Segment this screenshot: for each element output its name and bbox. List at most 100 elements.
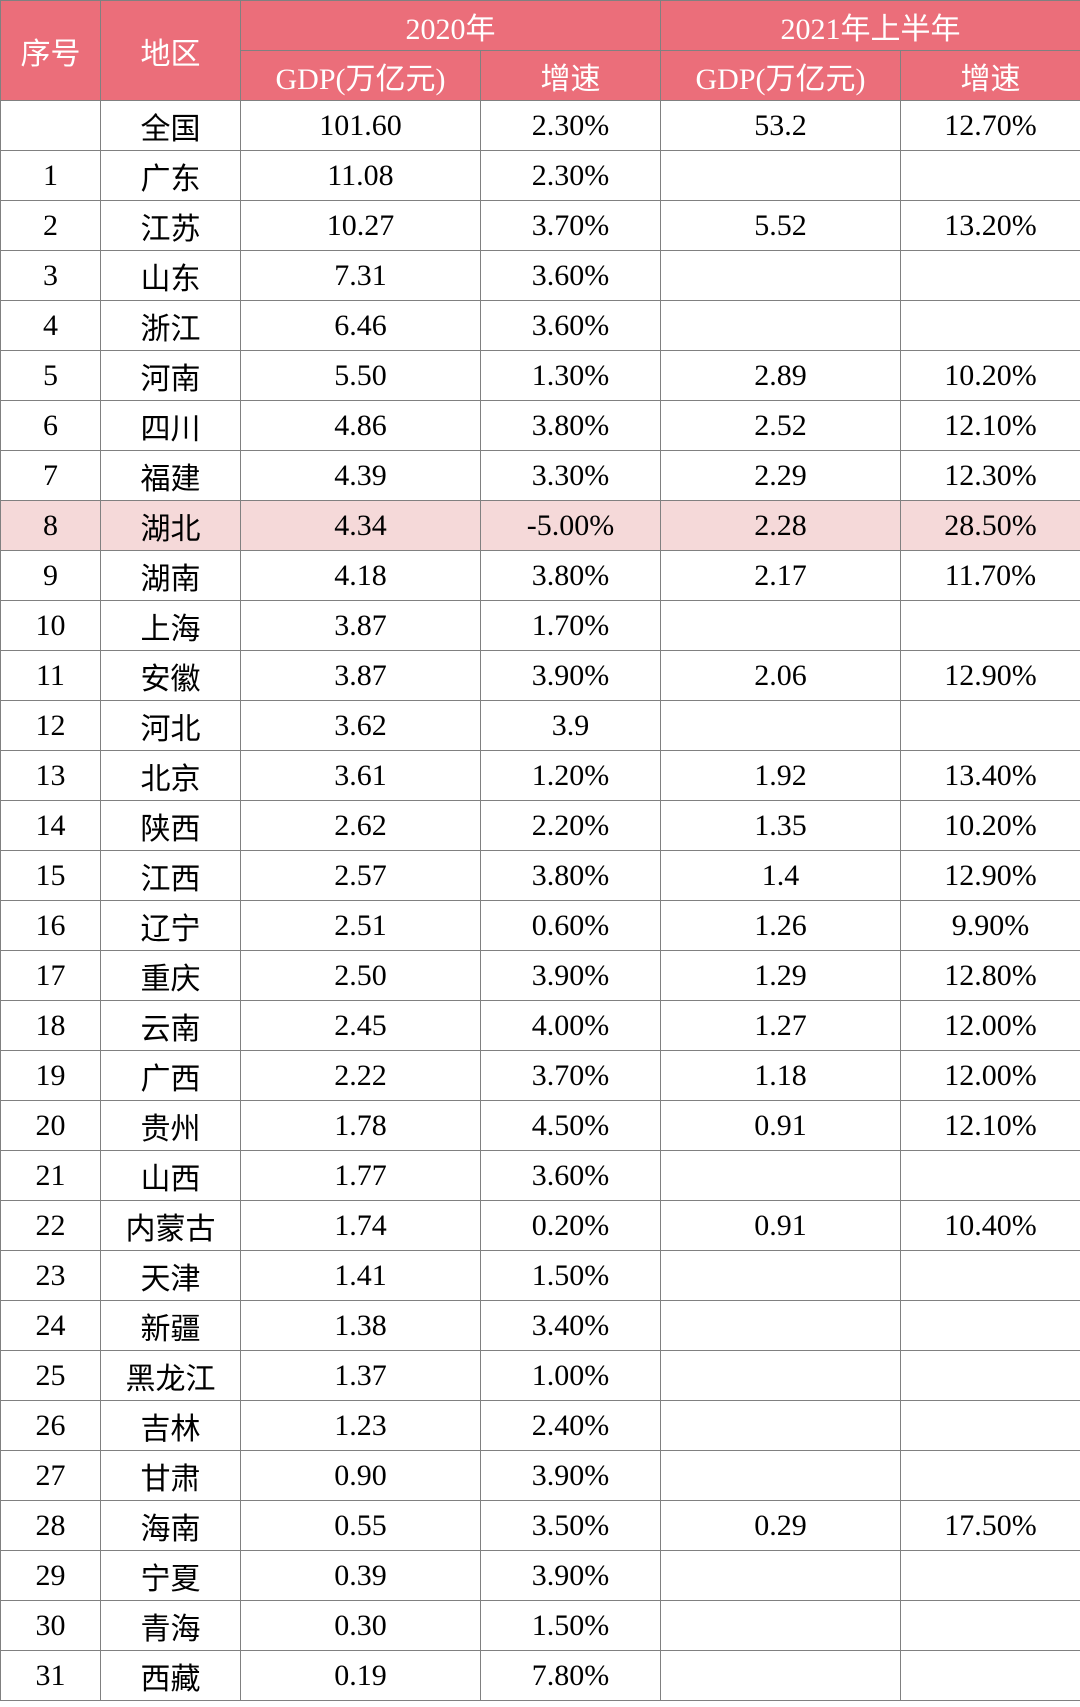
cell-gdp-2021: 1.26 (661, 901, 901, 951)
cell-seq: 14 (1, 801, 101, 851)
cell-seq: 22 (1, 1201, 101, 1251)
cell-seq: 23 (1, 1251, 101, 1301)
cell-gdp-2021: 0.29 (661, 1501, 901, 1551)
cell-region: 宁夏 (101, 1551, 241, 1601)
cell-gdp-2021: 1.4 (661, 851, 901, 901)
cell-rate-2021 (901, 301, 1080, 351)
cell-seq: 7 (1, 451, 101, 501)
table-row: 14陕西2.622.20%1.3510.20% (1, 801, 1080, 851)
cell-gdp-2020: 6.46 (241, 301, 481, 351)
cell-region: 西藏 (101, 1651, 241, 1701)
cell-rate-2020: 2.20% (481, 801, 661, 851)
cell-gdp-2020: 3.62 (241, 701, 481, 751)
cell-gdp-2021: 1.18 (661, 1051, 901, 1101)
cell-gdp-2020: 5.50 (241, 351, 481, 401)
cell-seq: 20 (1, 1101, 101, 1151)
cell-rate-2020: 4.50% (481, 1101, 661, 1151)
cell-rate-2021 (901, 1601, 1080, 1651)
cell-seq: 26 (1, 1401, 101, 1451)
cell-gdp-2021 (661, 1451, 901, 1501)
cell-seq: 5 (1, 351, 101, 401)
table-row: 11安徽3.873.90%2.0612.90% (1, 651, 1080, 701)
cell-gdp-2020: 0.90 (241, 1451, 481, 1501)
cell-gdp-2020: 3.87 (241, 651, 481, 701)
cell-gdp-2021 (661, 1551, 901, 1601)
cell-rate-2021 (901, 1551, 1080, 1601)
cell-seq: 15 (1, 851, 101, 901)
cell-region: 新疆 (101, 1301, 241, 1351)
cell-gdp-2021 (661, 701, 901, 751)
cell-gdp-2021 (661, 1351, 901, 1401)
table-row: 27甘肃0.903.90% (1, 1451, 1080, 1501)
cell-gdp-2020: 0.30 (241, 1601, 481, 1651)
cell-gdp-2021: 1.92 (661, 751, 901, 801)
cell-gdp-2020: 1.23 (241, 1401, 481, 1451)
cell-gdp-2020: 1.77 (241, 1151, 481, 1201)
cell-rate-2020: 7.80% (481, 1651, 661, 1701)
cell-rate-2021 (901, 601, 1080, 651)
cell-rate-2020: 1.50% (481, 1601, 661, 1651)
cell-seq: 4 (1, 301, 101, 351)
cell-gdp-2021 (661, 1401, 901, 1451)
cell-seq: 25 (1, 1351, 101, 1401)
cell-seq: 12 (1, 701, 101, 751)
cell-gdp-2020: 2.50 (241, 951, 481, 1001)
cell-seq: 9 (1, 551, 101, 601)
cell-seq: 11 (1, 651, 101, 701)
cell-rate-2020: 3.60% (481, 301, 661, 351)
cell-gdp-2021 (661, 151, 901, 201)
cell-region: 内蒙古 (101, 1201, 241, 1251)
cell-seq: 19 (1, 1051, 101, 1101)
table-row: 9湖南4.183.80%2.1711.70% (1, 551, 1080, 601)
cell-rate-2021 (901, 251, 1080, 301)
cell-rate-2021: 17.50% (901, 1501, 1080, 1551)
cell-gdp-2021 (661, 1601, 901, 1651)
cell-gdp-2021: 1.29 (661, 951, 901, 1001)
cell-gdp-2020: 2.57 (241, 851, 481, 901)
cell-gdp-2020: 7.31 (241, 251, 481, 301)
cell-rate-2021 (901, 701, 1080, 751)
cell-region: 北京 (101, 751, 241, 801)
cell-region: 黑龙江 (101, 1351, 241, 1401)
table-row: 16辽宁2.510.60%1.269.90% (1, 901, 1080, 951)
cell-seq: 30 (1, 1601, 101, 1651)
cell-rate-2020: 3.90% (481, 651, 661, 701)
cell-rate-2020: 1.20% (481, 751, 661, 801)
cell-gdp-2021: 0.91 (661, 1201, 901, 1251)
cell-rate-2020: 0.20% (481, 1201, 661, 1251)
table-row: 6四川4.863.80%2.5212.10% (1, 401, 1080, 451)
cell-rate-2020: 1.30% (481, 351, 661, 401)
col-region: 地区 (101, 1, 241, 101)
col-group-2020: 2020年 (241, 1, 661, 51)
cell-rate-2021 (901, 1451, 1080, 1501)
cell-rate-2021 (901, 1301, 1080, 1351)
cell-rate-2021: 9.90% (901, 901, 1080, 951)
cell-rate-2020: 3.90% (481, 1451, 661, 1501)
col-rate-2021: 增速 (901, 51, 1080, 101)
cell-region: 安徽 (101, 651, 241, 701)
table-row: 13北京3.611.20%1.9213.40% (1, 751, 1080, 801)
cell-gdp-2020: 2.22 (241, 1051, 481, 1101)
cell-gdp-2020: 10.27 (241, 201, 481, 251)
cell-rate-2020: 2.30% (481, 101, 661, 151)
cell-rate-2021: 12.10% (901, 401, 1080, 451)
cell-gdp-2021 (661, 301, 901, 351)
table-row: 23天津1.411.50% (1, 1251, 1080, 1301)
table-row: 5河南5.501.30%2.8910.20% (1, 351, 1080, 401)
cell-region: 河北 (101, 701, 241, 751)
cell-gdp-2020: 1.37 (241, 1351, 481, 1401)
cell-seq: 2 (1, 201, 101, 251)
col-rate-2020: 增速 (481, 51, 661, 101)
cell-gdp-2021: 2.17 (661, 551, 901, 601)
cell-gdp-2021 (661, 1151, 901, 1201)
table-header: 序号 地区 2020年 2021年上半年 GDP(万亿元) 增速 GDP(万亿元… (1, 1, 1080, 101)
cell-seq: 13 (1, 751, 101, 801)
table-row: 3山东7.313.60% (1, 251, 1080, 301)
cell-gdp-2021: 2.89 (661, 351, 901, 401)
cell-seq: 10 (1, 601, 101, 651)
cell-rate-2020: 4.00% (481, 1001, 661, 1051)
cell-region: 重庆 (101, 951, 241, 1001)
table-row: 4浙江6.463.60% (1, 301, 1080, 351)
cell-gdp-2020: 11.08 (241, 151, 481, 201)
cell-region: 浙江 (101, 301, 241, 351)
